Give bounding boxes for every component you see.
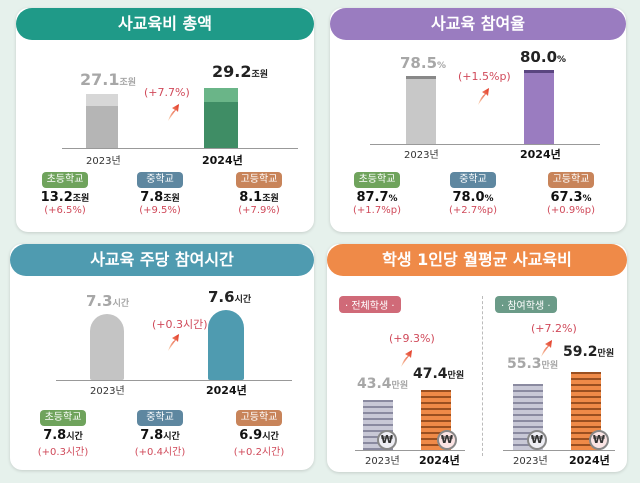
stat-middle: 7.8시간 (+0.4시간) — [134, 428, 186, 458]
value-2024: 29.2조원 — [212, 62, 269, 81]
panel-weekly-hours: 사교육 주당 참여시간 7.3시간 (+0.3시간) 7.6시간 2023년 2… — [10, 244, 314, 470]
stat-middle: 78.0% (+2.7%p) — [449, 190, 497, 216]
baseline — [370, 144, 600, 145]
baseline — [355, 450, 465, 451]
participating-students-label: · 참여학생 · — [495, 296, 557, 313]
year-2023: 2023년 — [404, 150, 439, 161]
baseline — [62, 148, 298, 149]
panel-title: 사교육비 총액 — [16, 8, 314, 40]
divider — [482, 296, 483, 456]
participants-year-2023: 2023년 — [513, 456, 548, 467]
badge-middle: 중학교 — [450, 172, 496, 188]
participants-change-label: (+7.2%) — [531, 322, 577, 335]
all-change-label: (+9.3%) — [389, 332, 435, 345]
participants-value-2024: 59.2만원 — [563, 344, 615, 360]
badge-elementary: 초등학교 — [354, 172, 400, 188]
badge-middle: 중학교 — [137, 410, 183, 426]
all-students-label: · 전체학생 · — [339, 296, 401, 313]
all-value-2023: 43.4만원 — [357, 376, 409, 392]
gauge-bar-2023 — [406, 76, 436, 144]
stat-high: 8.1조원 (+7.9%) — [238, 190, 280, 216]
value-2023: 78.5% — [400, 54, 447, 72]
money-stack-2023-icon — [86, 94, 118, 148]
year-2024: 2024년 — [202, 154, 243, 167]
participants-year-2024: 2024년 — [569, 454, 610, 467]
won-coin-icon: ₩ — [589, 430, 609, 450]
change-label: (+0.3시간) — [152, 318, 208, 331]
panel-monthly-per-student: 학생 1인당 월평균 사교육비 · 전체학생 · · 참여학생 · (+9.3%… — [327, 244, 627, 472]
panel-title: 사교육 참여율 — [330, 8, 626, 40]
alarm-clock-2024-icon — [208, 310, 244, 380]
participants-value-2023: 55.3만원 — [507, 356, 559, 372]
stat-high: 67.3% (+0.9%p) — [547, 190, 595, 216]
stat-elementary: 13.2조원 (+6.5%) — [40, 190, 90, 216]
year-2023: 2023년 — [90, 386, 125, 397]
alarm-clock-2023-icon — [90, 314, 124, 380]
all-year-2023: 2023년 — [365, 456, 400, 467]
increase-arrow-icon — [541, 340, 552, 357]
gauge-bar-2024 — [524, 70, 554, 144]
all-year-2024: 2024년 — [419, 454, 460, 467]
panel-title: 학생 1인당 월평균 사교육비 — [327, 244, 627, 276]
value-2023: 27.1조원 — [80, 70, 137, 89]
panel-title: 사교육 주당 참여시간 — [10, 244, 314, 276]
stat-elementary: 7.8시간 (+0.3시간) — [37, 428, 89, 458]
change-label: (+7.7%) — [144, 86, 190, 99]
badge-high: 고등학교 — [236, 410, 282, 426]
badge-elementary: 초등학교 — [40, 410, 86, 426]
increase-arrow-icon — [478, 88, 489, 105]
panel-total-spending: 사교육비 총액 27.1조원 (+7.7%) 29.2조원 2023년 2024… — [16, 8, 314, 232]
increase-arrow-icon — [168, 334, 179, 351]
badge-high: 고등학교 — [548, 172, 594, 188]
stat-middle: 7.8조원 (+9.5%) — [139, 190, 181, 216]
stat-high: 6.9시간 (+0.2시간) — [233, 428, 285, 458]
increase-arrow-icon — [401, 350, 412, 367]
baseline — [56, 380, 292, 381]
badge-high: 고등학교 — [236, 172, 282, 188]
all-value-2024: 47.4만원 — [413, 366, 465, 382]
panel-participation-rate: 사교육 참여율 78.5% (+1.5%p) 80.0% 2023년 2024년… — [330, 8, 626, 232]
value-2024: 7.6시간 — [208, 288, 252, 306]
badge-elementary: 초등학교 — [42, 172, 88, 188]
won-coin-icon: ₩ — [437, 430, 457, 450]
badge-middle: 중학교 — [137, 172, 183, 188]
year-2024: 2024년 — [520, 148, 561, 161]
value-2023: 7.3시간 — [86, 292, 130, 310]
money-stack-2024-icon — [204, 88, 238, 148]
won-coin-icon: ₩ — [377, 430, 397, 450]
year-2024: 2024년 — [206, 384, 247, 397]
stat-elementary: 87.7% (+1.7%p) — [353, 190, 401, 216]
won-coin-icon: ₩ — [527, 430, 547, 450]
baseline — [503, 450, 615, 451]
change-label: (+1.5%p) — [458, 70, 511, 83]
increase-arrow-icon — [168, 104, 179, 121]
value-2024: 80.0% — [520, 48, 567, 66]
year-2023: 2023년 — [86, 156, 121, 167]
